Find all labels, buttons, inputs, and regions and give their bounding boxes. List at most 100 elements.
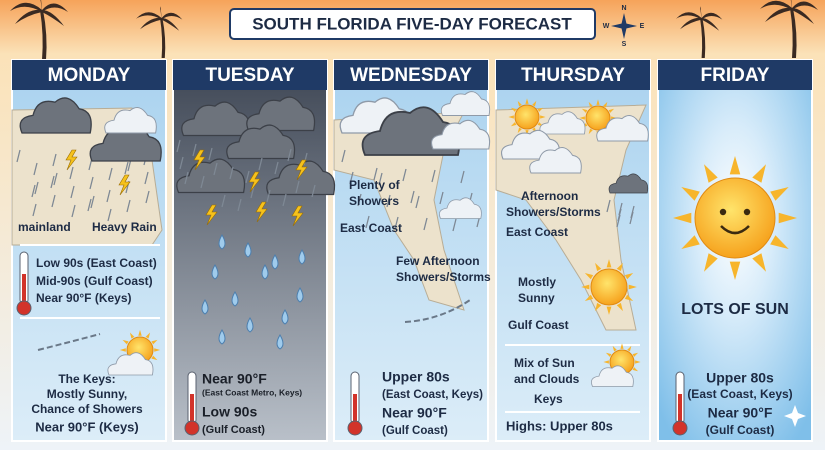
sun-ray xyxy=(752,164,766,183)
sun-ray xyxy=(138,329,142,336)
palm-leaf xyxy=(160,6,162,20)
forecast-text: Showers/Storms xyxy=(506,205,601,219)
rain-streak xyxy=(245,170,250,184)
palm-leaf xyxy=(676,12,702,20)
forecast-text: Mix of Sun xyxy=(514,356,575,370)
rain-streak xyxy=(415,195,420,209)
cloud xyxy=(539,111,586,135)
forecast-text: Near 90°F (Keys) xyxy=(35,419,138,434)
keys-islands xyxy=(37,333,101,351)
forecast-text: Sunny xyxy=(518,291,555,305)
forecast-text: Mostly xyxy=(518,275,556,289)
rain-drop xyxy=(276,334,284,350)
rain-streak xyxy=(402,168,407,182)
forecast-text: Gulf Coast xyxy=(508,318,569,332)
sun-disc xyxy=(590,268,628,306)
rain-drop xyxy=(211,264,219,280)
forecast-text: (Gulf Coast) xyxy=(706,423,775,437)
cloud xyxy=(591,365,634,387)
sun-ray xyxy=(517,127,522,134)
palm-tree xyxy=(760,0,818,58)
thermometer-fill xyxy=(190,394,194,426)
day-header xyxy=(173,60,327,90)
sun-ray xyxy=(510,122,517,127)
rain-streak xyxy=(373,167,378,181)
cloud xyxy=(430,119,491,150)
forecast-text: Low 90s (East Coast) xyxy=(36,256,157,270)
rain-streak xyxy=(266,189,271,203)
lightning xyxy=(65,149,78,171)
eye xyxy=(743,208,751,216)
thermometer-bulb xyxy=(184,420,200,436)
cloud xyxy=(104,107,157,134)
sun-ray xyxy=(595,302,602,312)
sun-ray xyxy=(681,187,700,201)
rain-streak xyxy=(90,195,95,209)
sun-ray xyxy=(145,332,151,339)
rain-streak xyxy=(50,175,55,189)
thermometer-bulb xyxy=(16,300,32,316)
sun-ray xyxy=(616,262,623,272)
sun-ray xyxy=(151,339,158,345)
rain-streak xyxy=(52,153,57,167)
cloud xyxy=(439,197,482,219)
sun-ray xyxy=(595,262,602,272)
forecast-text: The Keys: xyxy=(58,372,115,386)
rain-streak xyxy=(32,203,37,217)
palm-leaf xyxy=(140,17,162,30)
forecast-text: Showers/Storms xyxy=(396,270,491,284)
cloud xyxy=(19,97,92,134)
forecast-text: Few Afternoon xyxy=(396,254,480,268)
sun-ray xyxy=(584,273,594,280)
sun-disc xyxy=(514,104,540,130)
palm-trunk xyxy=(160,18,166,58)
rain-streak xyxy=(126,199,131,213)
rain-streak xyxy=(213,162,218,176)
cloud-shape xyxy=(430,119,491,150)
sun-ray xyxy=(605,352,612,357)
day-header xyxy=(334,60,488,90)
rain-drop xyxy=(296,287,304,303)
cloud-shape xyxy=(181,101,251,137)
rain-streak xyxy=(410,190,415,204)
rain-drop xyxy=(246,317,254,333)
sun-ray xyxy=(122,339,129,345)
rain-drop xyxy=(231,291,239,307)
forecast-text: Showers xyxy=(349,194,399,208)
sun-ray xyxy=(632,352,639,357)
eye xyxy=(719,208,727,216)
sun-ray xyxy=(154,348,161,352)
sun-ray xyxy=(770,187,789,201)
sun-ray xyxy=(606,259,612,268)
rain-streak xyxy=(70,185,75,199)
thermometer-fill xyxy=(678,394,682,426)
rain-streak xyxy=(250,185,255,199)
rain-drop xyxy=(298,249,306,265)
rain-streak xyxy=(208,147,213,161)
palm-leaf xyxy=(790,0,792,10)
rain-streak xyxy=(282,193,287,207)
rain-drop xyxy=(201,299,209,315)
palm-leaf xyxy=(15,9,42,24)
forecast-text: Near 90°F (Keys) xyxy=(36,291,132,305)
cloud xyxy=(176,158,246,194)
palm-leaf xyxy=(161,12,183,20)
rain-streak xyxy=(452,218,457,232)
rain-streak xyxy=(431,169,436,183)
title-banner xyxy=(229,8,596,40)
sun-ray xyxy=(603,360,609,364)
rain-streak xyxy=(258,157,263,171)
rain-streak xyxy=(53,172,58,186)
rain-streak xyxy=(16,149,21,163)
lightning xyxy=(248,171,261,193)
forecast-text: Highs: Upper 80s xyxy=(506,418,613,433)
sun-disc xyxy=(694,177,776,259)
palm-leaf xyxy=(680,17,702,30)
forecast-text: (East Coast, Keys) xyxy=(382,389,483,401)
palm-leaf xyxy=(700,6,702,20)
rain-streak xyxy=(51,194,56,208)
sun-ray xyxy=(508,115,514,119)
sun xyxy=(581,259,637,315)
sun-ray xyxy=(596,99,600,105)
